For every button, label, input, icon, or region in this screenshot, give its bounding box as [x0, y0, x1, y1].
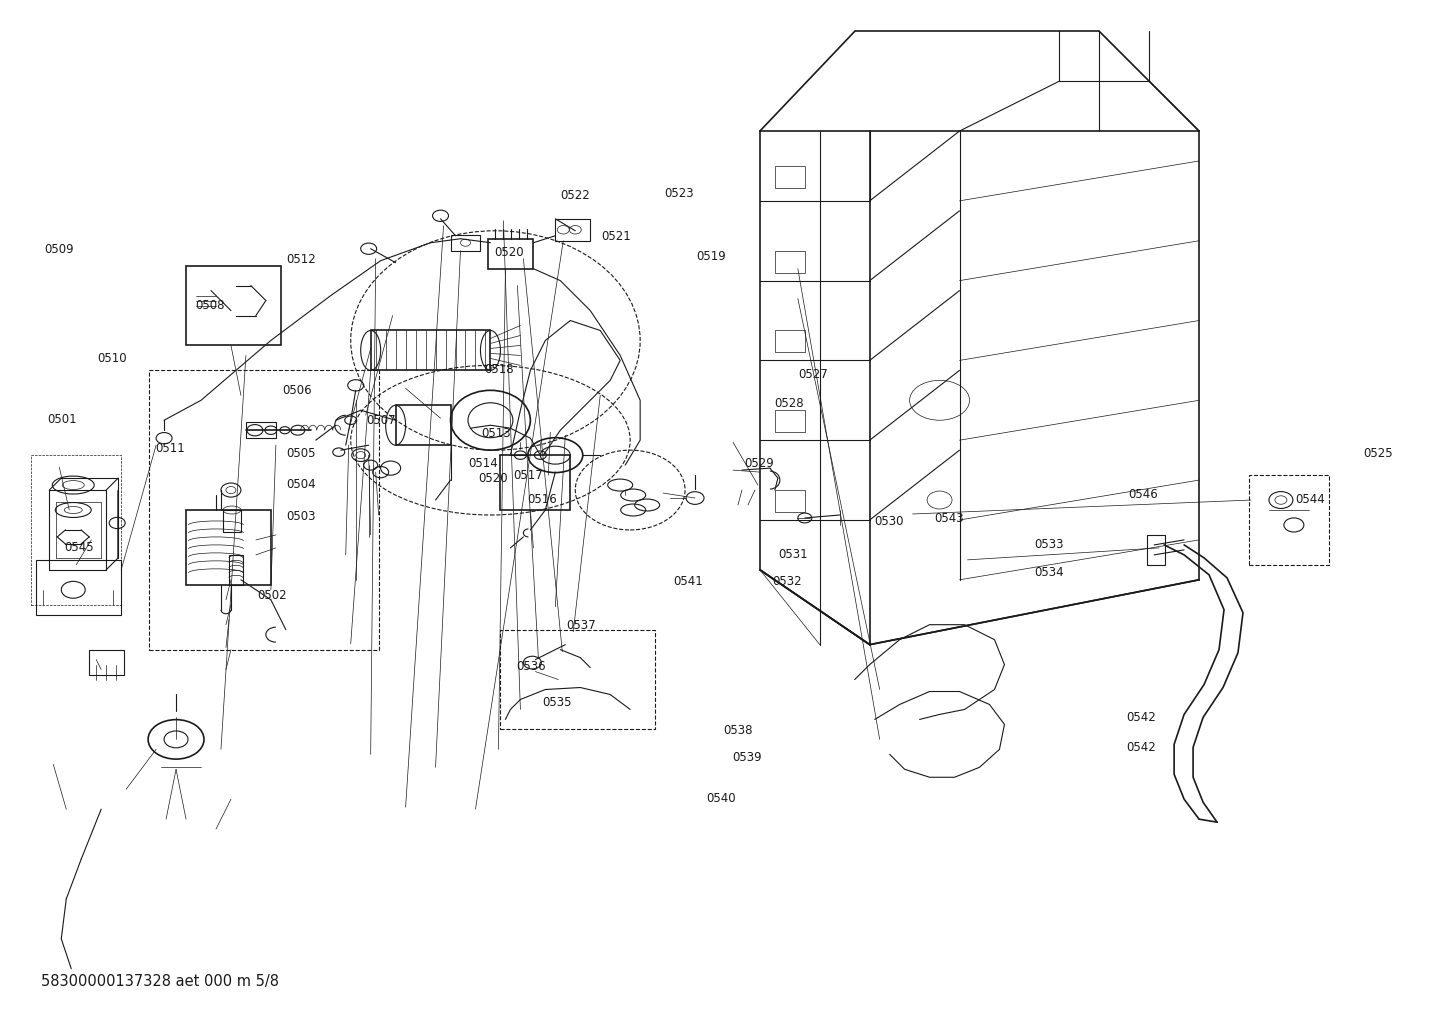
Bar: [1249, 475, 1330, 565]
Bar: [89, 650, 124, 675]
Text: 0511: 0511: [156, 441, 185, 454]
Text: 0518: 0518: [485, 363, 515, 376]
Text: 0516: 0516: [528, 492, 557, 505]
Text: 0505: 0505: [286, 446, 316, 460]
Text: 0514: 0514: [469, 457, 499, 470]
Text: 0530: 0530: [875, 516, 904, 529]
Bar: [774, 490, 805, 512]
Text: 0540: 0540: [707, 792, 735, 805]
Bar: [371, 330, 490, 370]
Text: 0519: 0519: [696, 251, 725, 263]
Text: 0538: 0538: [722, 723, 753, 737]
Bar: [1148, 535, 1165, 565]
Text: 0503: 0503: [286, 511, 316, 524]
Text: 0520: 0520: [495, 247, 523, 259]
Bar: [149, 370, 379, 650]
Bar: [500, 630, 655, 730]
Text: 0506: 0506: [281, 384, 311, 396]
Text: 0534: 0534: [1034, 567, 1064, 580]
Text: 0525: 0525: [1363, 446, 1393, 460]
Text: 0521: 0521: [601, 230, 632, 244]
Text: 0531: 0531: [777, 548, 808, 561]
Text: 0527: 0527: [797, 368, 828, 381]
Text: 0504: 0504: [286, 478, 316, 490]
Text: 0523: 0523: [665, 187, 694, 201]
Bar: [500, 455, 570, 510]
Bar: [774, 411, 805, 432]
Bar: [32, 455, 121, 604]
Text: 0509: 0509: [45, 244, 74, 256]
Text: 0542: 0542: [1126, 711, 1156, 723]
Text: 0543: 0543: [934, 513, 965, 526]
Text: 0528: 0528: [774, 396, 803, 410]
Text: 0522: 0522: [561, 190, 590, 203]
Text: 0536: 0536: [516, 660, 547, 674]
Text: 0502: 0502: [257, 589, 287, 602]
Text: 0512: 0512: [286, 253, 316, 266]
Bar: [247, 422, 275, 438]
Text: 0510: 0510: [97, 352, 127, 365]
Bar: [450, 234, 480, 251]
Text: 0546: 0546: [1128, 487, 1158, 500]
Text: 0545: 0545: [65, 541, 94, 554]
Text: 0544: 0544: [1295, 492, 1325, 505]
Text: 0533: 0533: [1034, 538, 1064, 551]
Text: 0539: 0539: [733, 751, 761, 764]
Text: 0508: 0508: [195, 299, 225, 312]
Text: 0535: 0535: [542, 696, 572, 709]
Text: 0513: 0513: [482, 427, 510, 440]
Bar: [774, 251, 805, 273]
Bar: [555, 219, 590, 240]
Bar: [395, 406, 450, 445]
Bar: [224, 510, 241, 532]
Bar: [36, 559, 121, 614]
Bar: [774, 166, 805, 187]
Text: 0537: 0537: [567, 620, 596, 632]
Text: 0507: 0507: [366, 414, 397, 427]
Bar: [229, 555, 242, 585]
Text: 0529: 0529: [744, 457, 774, 470]
Bar: [489, 238, 534, 269]
Text: 0532: 0532: [771, 576, 802, 588]
Text: 0517: 0517: [513, 469, 544, 482]
Bar: [186, 266, 281, 345]
Text: 0541: 0541: [673, 576, 702, 588]
Text: 0542: 0542: [1126, 741, 1156, 754]
Text: 0501: 0501: [48, 413, 76, 426]
Bar: [186, 510, 271, 585]
Text: 58300000137328 aet 000 m 5/8: 58300000137328 aet 000 m 5/8: [42, 974, 280, 988]
Text: 0520: 0520: [479, 472, 508, 485]
Bar: [774, 330, 805, 353]
